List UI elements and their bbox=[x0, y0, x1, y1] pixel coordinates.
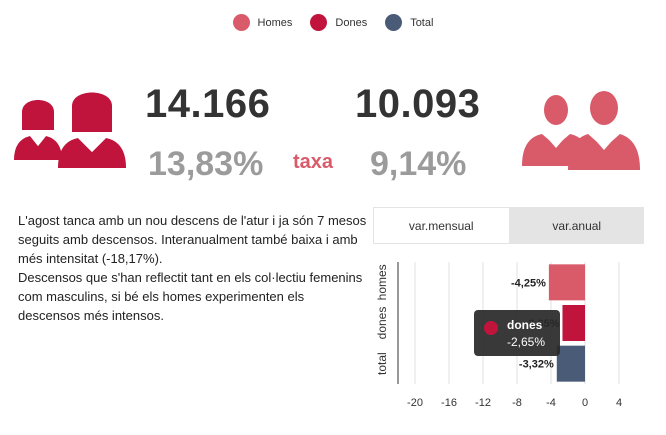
y-category-label: homes bbox=[375, 264, 389, 300]
tab-var-mensual[interactable]: var.mensual bbox=[373, 207, 510, 244]
y-category-label: dones bbox=[375, 307, 389, 340]
tooltip-series-name: dones bbox=[507, 318, 543, 332]
bar-dones bbox=[562, 305, 585, 341]
legend-dot-dones bbox=[310, 14, 328, 31]
legend-dot-total bbox=[385, 14, 403, 31]
x-tick-label: -20 bbox=[407, 397, 423, 409]
x-tick-label: -12 bbox=[475, 397, 491, 409]
legend-label-homes: Homes bbox=[257, 16, 293, 29]
bar-homes bbox=[548, 264, 585, 301]
bar-total bbox=[556, 345, 585, 382]
legend-label-dones: Dones bbox=[335, 16, 368, 29]
x-tick-label: -4 bbox=[546, 397, 556, 409]
women-count: 14.166 bbox=[145, 82, 271, 126]
data-label-total: -3,32% bbox=[519, 359, 554, 371]
description-paragraph-2: Descensos que s'han reflectit tant en el… bbox=[18, 270, 363, 323]
x-tick-label: -16 bbox=[441, 397, 457, 409]
tab-bar: var.mensual var.anual bbox=[373, 207, 644, 244]
description: L'agost tanca amb un nou descens de l'at… bbox=[18, 211, 368, 325]
x-tick-label: 0 bbox=[582, 397, 588, 409]
legend-label-total: Total bbox=[410, 16, 434, 29]
y-category-label: total bbox=[375, 352, 389, 375]
men-count: 10.093 bbox=[355, 82, 481, 126]
legend-dot-homes bbox=[232, 14, 250, 31]
tooltip-dot bbox=[484, 321, 498, 335]
women-rate: 13,83% bbox=[148, 145, 264, 183]
legend: Homes Dones Total bbox=[0, 14, 666, 31]
tooltip-value: -2,65% bbox=[507, 335, 546, 349]
women-icon bbox=[14, 92, 126, 168]
x-tick-label: 4 bbox=[616, 397, 622, 409]
taxa-label: taxa bbox=[293, 151, 334, 173]
data-label-homes: -4,25% bbox=[511, 277, 546, 289]
chart-tooltip: dones -2,65% bbox=[474, 310, 560, 356]
legend-item-dones[interactable]: Dones bbox=[310, 14, 367, 31]
men-rate: 9,14% bbox=[370, 145, 467, 183]
x-tick-label: -8 bbox=[512, 397, 522, 409]
tab-var-anual[interactable]: var.anual bbox=[552, 218, 602, 233]
legend-item-homes[interactable]: Homes bbox=[232, 14, 293, 31]
description-paragraph-1: L'agost tanca amb un nou descens de l'at… bbox=[18, 213, 367, 266]
legend-item-total[interactable]: Total bbox=[385, 14, 433, 31]
men-icon bbox=[522, 91, 640, 170]
